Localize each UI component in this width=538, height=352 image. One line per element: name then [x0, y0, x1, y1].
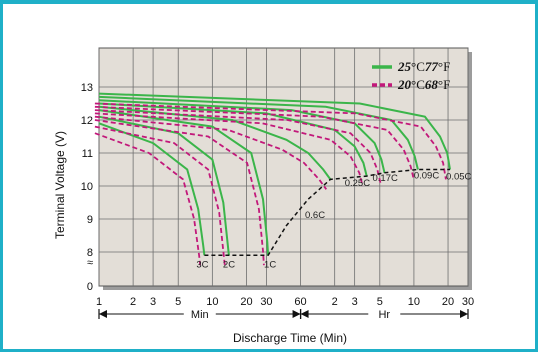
x-tick-label: 10 [408, 296, 420, 308]
y-tick-label: 10 [81, 181, 93, 193]
x-tick-label: 20 [442, 296, 454, 308]
y-tick-label: 8 [87, 247, 93, 259]
minutes-bracket-right-arrow [292, 310, 301, 318]
hours-bracket-label: Hr [378, 309, 390, 321]
x-tick-label: 30 [260, 296, 272, 308]
x-tick-label: 2 [130, 296, 136, 308]
plot-background [98, 47, 469, 287]
curve-20c-0.05C [94, 102, 447, 180]
y-tick-label: 11 [82, 148, 93, 160]
curve-20c-3C [94, 132, 202, 266]
x-tick-label: 3 [150, 296, 156, 308]
curve-20c-0.09C [94, 105, 415, 180]
minutes-bracket-left-arrow [99, 310, 107, 318]
curve-20c-2C [94, 125, 226, 266]
curve-labels: 3C 2C 1C 0.25C 0.17C 0.09C 0.05C 0.6C [196, 171, 471, 271]
curve-25c-0.09C [98, 95, 419, 170]
cutoff-line [204, 168, 450, 257]
curve-25c-2C [98, 115, 230, 256]
x-axis-ticks: 1 2 3 5 10 20 30 60 2 3 5 10 20 30 [96, 296, 474, 308]
x-tick-label: 5 [175, 296, 181, 308]
hours-bracket-left-arrow [300, 310, 309, 318]
x-tick-label: 10 [206, 296, 218, 308]
y-axis-ticks: 0 8 9 10 11 12 13 ≈ [81, 82, 93, 293]
legend-label: 25°C77°F [397, 59, 450, 74]
legend: 25°C77°F 20°C68°F [372, 59, 450, 92]
x-tick-label: 60 [294, 296, 306, 308]
curve-label-0.17C: 0.17C [372, 173, 397, 184]
x-axis-label: Discharge Time (Min) [233, 331, 347, 345]
curve-25c-0.17C [98, 99, 386, 174]
curve-25c-1C [98, 109, 270, 256]
cutoff-dashed-line [204, 168, 450, 257]
curve-label-0.09C: 0.09C [414, 171, 439, 182]
y-tick-label: 0 [87, 281, 93, 293]
y-tick-label: 12 [81, 115, 93, 127]
x-tick-label: 5 [377, 296, 383, 308]
curve-25c-0.05C [98, 92, 451, 170]
curve-25c-3C [98, 122, 206, 256]
y-axis-label: Terminal Voltage (V) [53, 131, 67, 239]
curve-label-0.25C: 0.25C [345, 178, 370, 189]
curve-label-2C: 2C [223, 259, 235, 270]
y-axis-break: ≈ [87, 257, 93, 269]
x-tick-label: 3 [352, 296, 358, 308]
hours-bracket-right-arrow [460, 310, 468, 318]
x-tick-label: 2 [332, 296, 338, 308]
minutes-bracket-label: Min [191, 309, 209, 321]
y-tick-label: 9 [87, 214, 93, 226]
curve-20c-0.17C [94, 109, 382, 183]
curve-label-0.05C: 0.05C [446, 172, 471, 183]
discharge-curves [94, 92, 451, 266]
x-tick-label: 30 [462, 296, 474, 308]
y-tick-label: 13 [81, 82, 93, 94]
x-tick-label: 20 [240, 296, 252, 308]
x-tick-label: 1 [96, 296, 102, 308]
curve-20c-0.6C [94, 115, 328, 190]
curve-label-0.6C: 0.6C [305, 210, 325, 221]
x-axis-unit-brackets: Min Hr [98, 309, 469, 321]
curve-20c-1C [94, 119, 265, 266]
curve-label-1C: 1C [264, 259, 276, 270]
plot-area [98, 47, 472, 290]
curve-25c-0.6C [98, 105, 332, 180]
curve-20c-0.25C [94, 112, 364, 187]
curve-label-3C: 3C [196, 259, 208, 270]
curve-25c-0.25C [98, 102, 368, 177]
legend-label: 20°C68°F [397, 77, 450, 92]
